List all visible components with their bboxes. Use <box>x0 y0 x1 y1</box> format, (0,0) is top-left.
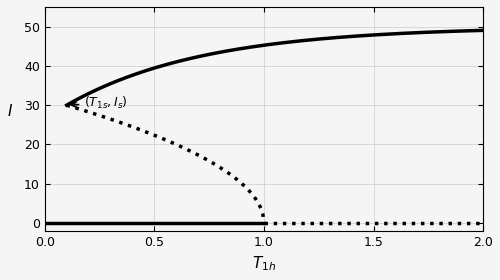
X-axis label: $T_{1h}$: $T_{1h}$ <box>252 254 276 273</box>
Y-axis label: $I$: $I$ <box>7 103 13 119</box>
Text: $(T_{1s}, I_s)$: $(T_{1s}, I_s)$ <box>72 95 128 111</box>
